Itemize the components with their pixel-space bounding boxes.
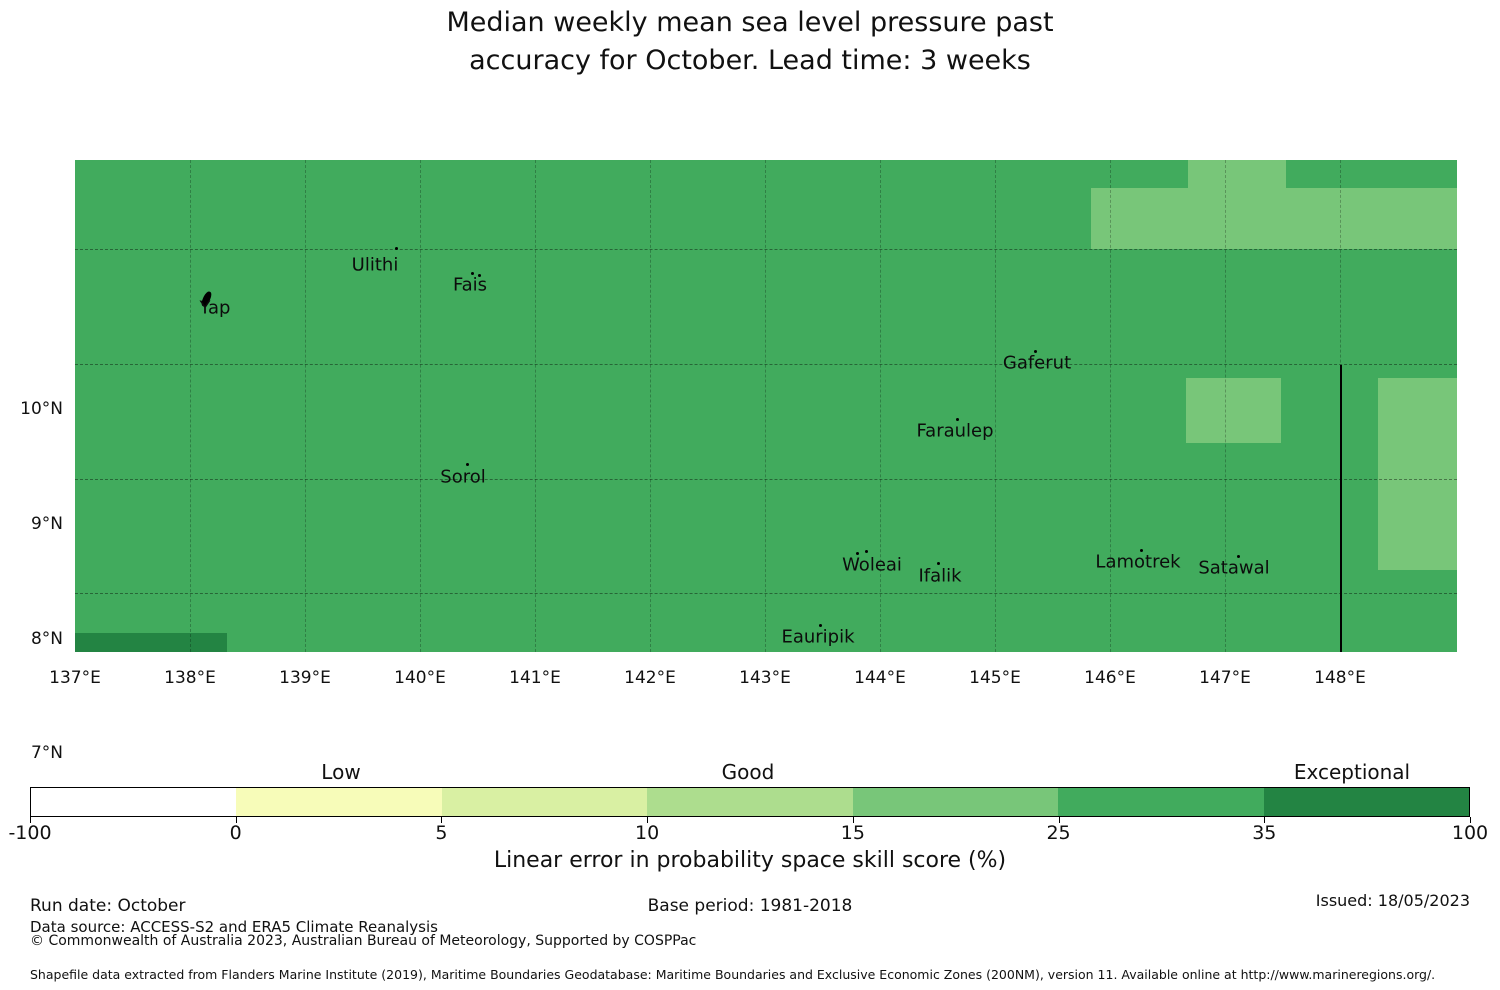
grid-line-vertical [880,160,881,652]
colorbar-tick-label: 25 [1046,822,1071,844]
colorbar-segment [31,788,237,816]
colorbar-segment [236,788,442,816]
lon-tick-label: 137°E [49,668,101,688]
island-dot [819,624,822,627]
island-label: Yap [199,297,231,319]
grid-line-vertical [995,160,996,652]
colorbar-tick-label: -100 [8,822,52,844]
colorbar-axis-label: Linear error in probability space skill … [493,848,1007,873]
island-label: Ulithi [351,254,399,276]
grid-line-vertical [765,160,766,652]
issued-date-text: Issued: 18/05/2023 [1315,891,1470,910]
colorbar-tick-mark [852,817,854,823]
chart-title-line2: accuracy for October. Lead time: 3 weeks [469,45,1031,76]
grid-line-horizontal [75,593,1457,594]
lon-tick-label: 140°E [394,668,446,688]
grid-line-horizontal [75,249,1457,250]
island-label: Eauripik [781,626,855,648]
eez-boundary-line [1340,365,1342,652]
grid-line-vertical [535,160,536,652]
island-label: Fais [452,274,488,296]
island-dot [1034,350,1037,353]
colorbar-tick-mark [1264,817,1266,823]
colorbar [30,787,1470,817]
colorbar-category-label: Good [721,760,775,784]
colorbar-tick-label: 5 [435,822,448,844]
grid-line-vertical [190,160,191,652]
colorbar-tick-mark [235,817,237,823]
map-cell [1186,378,1281,443]
chart-title-line1: Median weekly mean sea level pressure pa… [446,7,1054,38]
grid-line-vertical [650,160,651,652]
island-dot [937,562,940,565]
map-cell [1188,160,1286,188]
grid-line-vertical [1225,160,1226,652]
grid-line-vertical [1110,160,1111,652]
colorbar-tick-label: 100 [1451,822,1489,844]
map-cell [1378,378,1457,570]
colorbar-tick-label: 10 [635,822,660,844]
lon-tick-label: 144°E [854,668,906,688]
map-plot-area: Yap Ulithi Fais Gaferut Faraulep Sorol Woleai I… [75,160,1457,652]
island-dot [865,550,868,553]
data-source-text: Data source: ACCESS-S2 and ERA5 Climate … [30,918,438,936]
lat-tick-label: 10°N [20,399,63,419]
lon-tick-label: 138°E [164,668,216,688]
lon-tick-label: 147°E [1199,668,1251,688]
colorbar-tick-mark [1058,817,1060,823]
island-dot [856,552,859,555]
colorbar-segment [441,788,648,816]
island-label: Ifalik [918,565,962,587]
grid-line-vertical [420,160,421,652]
colorbar-segment [647,788,853,816]
island-label: Satawal [1198,557,1270,579]
colorbar-tick-mark [30,817,31,823]
map-cell [1091,188,1457,249]
lon-tick-label: 148°E [1314,668,1366,688]
island-dot [478,274,481,277]
colorbar-tick-mark [441,817,443,823]
colorbar-tick-label: 35 [1252,822,1277,844]
lat-tick-label: 7°N [30,743,63,763]
shapefile-attribution-text: Shapefile data extracted from Flanders M… [30,967,1436,982]
island-label: Woleai [842,554,902,576]
copyright-text: © Commonwealth of Australia 2023, Austra… [30,933,697,949]
base-period-text: Base period: 1981-2018 [647,896,853,916]
island-label: Gaferut [1002,352,1072,374]
island-label: Faraulep [916,420,994,442]
grid-line-horizontal [75,479,1457,480]
grid-line-vertical [305,160,306,652]
colorbar-tick-mark [647,817,649,823]
lat-tick-label: 9°N [30,514,63,534]
colorbar-segment [1058,788,1264,816]
colorbar-tick-mark [1470,817,1471,823]
colorbar-segment [1263,788,1469,816]
lon-tick-label: 145°E [969,668,1021,688]
lon-tick-label: 142°E [624,668,676,688]
island-label: Sorol [440,466,486,488]
island-dot [471,272,474,275]
colorbar-segment [852,788,1059,816]
colorbar-category-label: Low [321,760,361,784]
run-date-text: Run date: October [30,896,186,916]
island-dot [1140,549,1143,552]
map-cell [75,633,227,652]
chart-title: Median weekly mean sea level pressure pa… [0,4,1500,80]
lon-tick-label: 139°E [279,668,331,688]
lon-tick-label: 141°E [509,668,561,688]
colorbar-tick-label: 15 [840,822,865,844]
island-dot [395,247,398,250]
colorbar-category-label: Exceptional [1293,760,1411,784]
island-dot [466,463,469,466]
island-dot [1237,555,1240,558]
island-label: Lamotrek [1095,551,1181,573]
grid-line-horizontal [75,364,1457,365]
lon-tick-label: 143°E [739,668,791,688]
lon-tick-label: 146°E [1084,668,1136,688]
island-dot [956,418,959,421]
colorbar-tick-label: 0 [229,822,242,844]
lat-tick-label: 8°N [30,629,63,649]
